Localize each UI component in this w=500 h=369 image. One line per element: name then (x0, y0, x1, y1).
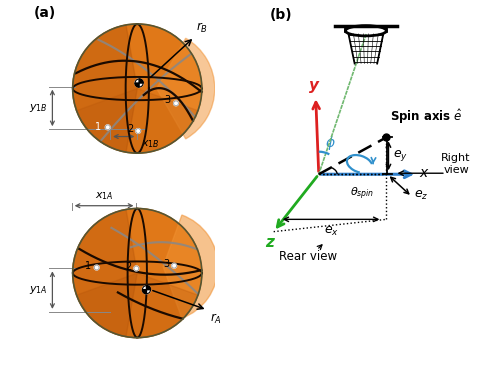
Text: $\phi$: $\phi$ (324, 134, 336, 152)
Text: $y_{1A}$: $y_{1A}$ (29, 284, 48, 296)
Circle shape (94, 265, 99, 270)
Text: $x_{1B}$: $x_{1B}$ (141, 138, 160, 150)
Text: (a): (a) (34, 6, 56, 20)
Text: $x_{1A}$: $x_{1A}$ (95, 190, 114, 202)
Text: 1: 1 (95, 122, 102, 132)
Circle shape (134, 266, 138, 271)
Text: $y_{1B}$: $y_{1B}$ (29, 102, 48, 114)
Circle shape (136, 129, 140, 134)
Circle shape (174, 101, 178, 106)
Wedge shape (163, 215, 218, 318)
Wedge shape (72, 210, 138, 337)
Text: 2: 2 (126, 262, 132, 272)
Text: $e_z$: $e_z$ (414, 189, 428, 202)
Wedge shape (76, 273, 198, 338)
Wedge shape (135, 83, 139, 87)
Wedge shape (72, 25, 138, 152)
Text: y: y (308, 78, 318, 93)
Text: 3: 3 (164, 259, 170, 269)
Text: 1: 1 (85, 261, 91, 271)
Text: x: x (419, 166, 428, 180)
Wedge shape (146, 286, 150, 290)
Text: z: z (265, 235, 274, 250)
Circle shape (72, 24, 202, 153)
Text: $r_A$: $r_A$ (210, 312, 222, 326)
Wedge shape (156, 38, 215, 139)
Wedge shape (76, 89, 198, 153)
Text: $\theta_{spin}$: $\theta_{spin}$ (350, 186, 374, 202)
Text: 3: 3 (164, 94, 170, 105)
Circle shape (72, 208, 202, 338)
Text: $e_y$: $e_y$ (392, 148, 407, 163)
Circle shape (135, 79, 143, 87)
Text: (b): (b) (270, 8, 292, 22)
Circle shape (172, 263, 176, 268)
Text: $e_x$: $e_x$ (324, 224, 338, 238)
Circle shape (142, 286, 150, 294)
Text: Rear view: Rear view (280, 250, 338, 263)
Text: Spin axis $\hat{e}$: Spin axis $\hat{e}$ (390, 107, 463, 126)
Wedge shape (139, 79, 143, 83)
Text: 2: 2 (128, 124, 134, 134)
Text: Right
view: Right view (442, 153, 471, 175)
Circle shape (106, 125, 110, 130)
Wedge shape (142, 290, 146, 294)
Text: $r_B$: $r_B$ (196, 21, 208, 35)
